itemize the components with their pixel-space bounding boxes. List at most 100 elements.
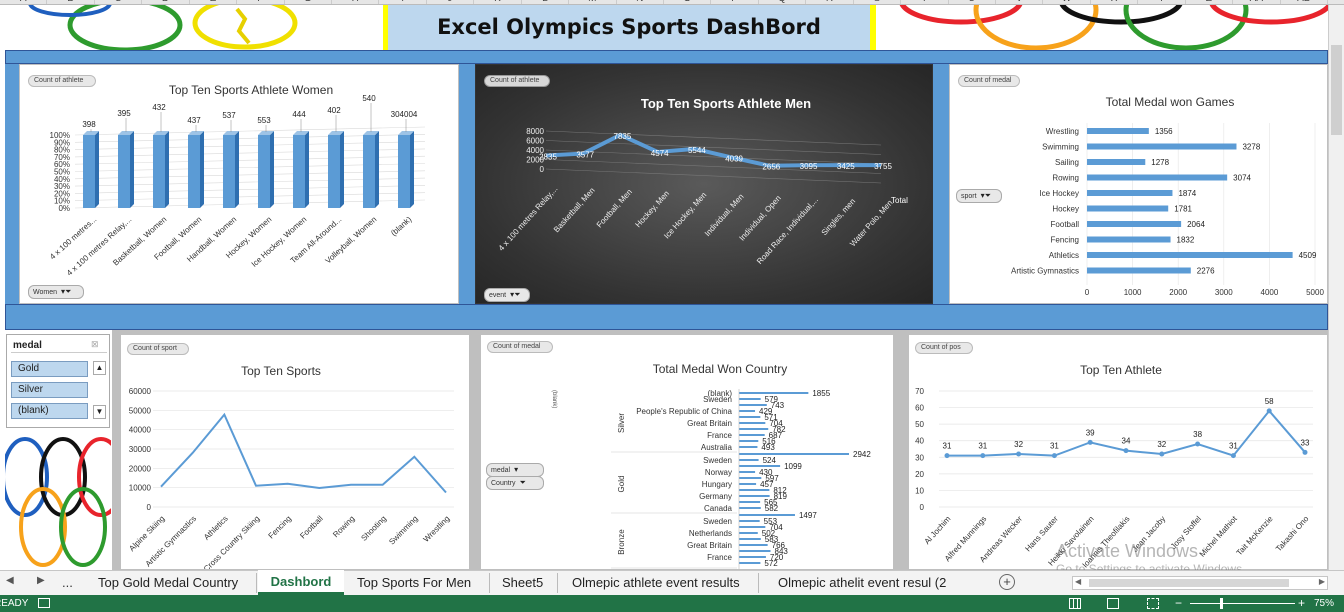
bar[interactable]	[739, 538, 761, 540]
column-letter[interactable]: Q	[759, 0, 807, 4]
filter-icon[interactable]: ▾⏷	[61, 287, 72, 296]
bar[interactable]	[739, 459, 759, 461]
zoom-out-button[interactable]: −	[1175, 596, 1183, 610]
column-letter[interactable]: L	[522, 0, 570, 4]
page-layout-icon[interactable]	[1107, 598, 1119, 609]
bar[interactable]	[328, 135, 340, 208]
bar[interactable]	[739, 446, 758, 448]
column-letter[interactable]: S	[854, 0, 902, 4]
slicer-clear-filter-icon[interactable]: ⊠	[91, 339, 99, 349]
medal-slicer[interactable]: medal ⊠ Gold Silver (blank) ▲ ▼	[6, 334, 110, 428]
column-letter[interactable]: Y	[1138, 0, 1186, 4]
data-point[interactable]	[1302, 449, 1308, 455]
tab-dashbord[interactable]: Dashbord	[258, 570, 344, 595]
data-point[interactable]	[1266, 408, 1272, 414]
column-letter[interactable]: AB	[1281, 0, 1328, 4]
bar[interactable]	[153, 135, 165, 208]
bar[interactable]	[739, 507, 761, 509]
data-point[interactable]	[1087, 439, 1093, 445]
event-filter[interactable]: event ▾⏷	[484, 288, 530, 302]
bar[interactable]	[739, 550, 771, 552]
bar[interactable]	[739, 422, 766, 424]
bar[interactable]	[398, 135, 410, 208]
bar[interactable]	[1087, 174, 1228, 181]
bar[interactable]	[1087, 252, 1293, 258]
bar[interactable]	[739, 520, 760, 522]
tab-olmepic-athelit-event-resul-2[interactable]: Olmepic athelit event resul (2	[778, 575, 947, 590]
macro-record-icon[interactable]	[38, 598, 50, 608]
bar[interactable]	[739, 477, 762, 479]
column-letter[interactable]: E	[190, 0, 238, 4]
data-point[interactable]	[1230, 453, 1236, 459]
bar[interactable]	[739, 410, 756, 412]
bar[interactable]	[1087, 205, 1169, 212]
column-letter[interactable]: C	[95, 0, 143, 4]
bar[interactable]	[739, 501, 761, 503]
women-chart-panel[interactable]: Count of athlete Top Ten Sports Athlete …	[19, 64, 459, 304]
sports-chart-panel[interactable]: Count of sport Top Ten Sports 0 10000 2000…	[120, 334, 470, 570]
column-letter[interactable]: X	[1091, 0, 1139, 4]
column-letter[interactable]: B	[47, 0, 95, 4]
zoom-slider[interactable]	[1190, 598, 1295, 609]
bar[interactable]	[1087, 190, 1173, 196]
bar[interactable]	[739, 562, 761, 564]
data-point[interactable]	[1123, 448, 1129, 454]
column-letter[interactable]: N	[617, 0, 664, 4]
dropdown-icon[interactable]: ▾	[514, 465, 519, 474]
bar[interactable]	[258, 135, 270, 208]
slicer-scroll-up-icon[interactable]: ▲	[93, 361, 106, 375]
bar[interactable]	[739, 556, 766, 558]
tab-scroll-right-icon[interactable]: ▶	[37, 575, 45, 586]
data-point[interactable]	[944, 453, 950, 459]
data-point[interactable]	[1051, 453, 1057, 459]
column-letter[interactable]: R	[806, 0, 854, 4]
value-field-chip[interactable]: Count of sport	[127, 343, 189, 355]
bar[interactable]	[739, 453, 849, 455]
bar[interactable]	[1087, 128, 1149, 134]
bar[interactable]	[739, 526, 766, 528]
column-letter[interactable]: D	[142, 0, 190, 4]
athlete-chart-panel[interactable]: Count of pos Top Ten Athlete 0 10 20 30 40 50…	[908, 334, 1328, 570]
column-letter[interactable]: O	[664, 0, 712, 4]
bar[interactable]	[739, 440, 759, 442]
column-letter[interactable]: K	[474, 0, 522, 4]
filter-icon[interactable]: ▾⏷	[510, 290, 521, 299]
bar[interactable]	[739, 404, 767, 406]
vertical-scrollbar[interactable]	[1328, 5, 1344, 570]
scroll-thumb[interactable]	[1331, 45, 1342, 135]
column-letter[interactable]: T	[901, 0, 949, 4]
bar[interactable]	[1087, 159, 1146, 165]
filter-icon[interactable]: ▾⏷	[980, 191, 991, 200]
tab-sheet5[interactable]: Sheet5	[502, 575, 544, 590]
medal-field-chip[interactable]: medal ▾	[486, 463, 544, 477]
horizontal-scrollbar[interactable]: ◀ ▶	[1072, 576, 1328, 590]
country-chart-panel[interactable]: Count of medal Total Medal Won Country (…	[480, 334, 894, 570]
bar[interactable]	[1087, 267, 1191, 274]
more-tabs-ellipsis[interactable]: ...	[62, 575, 73, 590]
data-point[interactable]	[1016, 451, 1022, 457]
bar[interactable]	[739, 398, 761, 400]
bar[interactable]	[739, 465, 781, 467]
hscroll-thumb[interactable]	[1089, 579, 1289, 587]
bar[interactable]	[739, 416, 761, 418]
series-line[interactable]	[545, 132, 882, 168]
bar[interactable]	[1087, 221, 1182, 227]
normal-view-icon[interactable]	[1069, 598, 1081, 609]
sport-filter[interactable]: sport ▾⏷	[956, 189, 1002, 203]
bar[interactable]	[1087, 236, 1171, 243]
tab-olmepic-athlete-event-results[interactable]: Olmepic athlete event results	[572, 575, 740, 590]
bar[interactable]	[118, 135, 130, 208]
bar[interactable]	[739, 434, 765, 436]
slicer-item-gold[interactable]: Gold	[11, 361, 88, 377]
data-point[interactable]	[1195, 441, 1201, 447]
column-letter[interactable]: J	[427, 0, 475, 4]
bar[interactable]	[223, 135, 235, 208]
slicer-item-silver[interactable]: Silver	[11, 382, 88, 398]
column-letter[interactable]: A	[0, 0, 48, 4]
add-sheet-icon[interactable]: +	[999, 574, 1015, 590]
games-chart-panel[interactable]: Count of medal Total Medal won Games 0 10…	[949, 64, 1328, 304]
slicer-scroll-down-icon[interactable]: ▼	[93, 405, 106, 419]
zoom-in-button[interactable]: +	[1298, 596, 1306, 610]
column-letter[interactable]: I	[379, 0, 427, 4]
zoom-level[interactable]: 75%	[1314, 598, 1335, 609]
